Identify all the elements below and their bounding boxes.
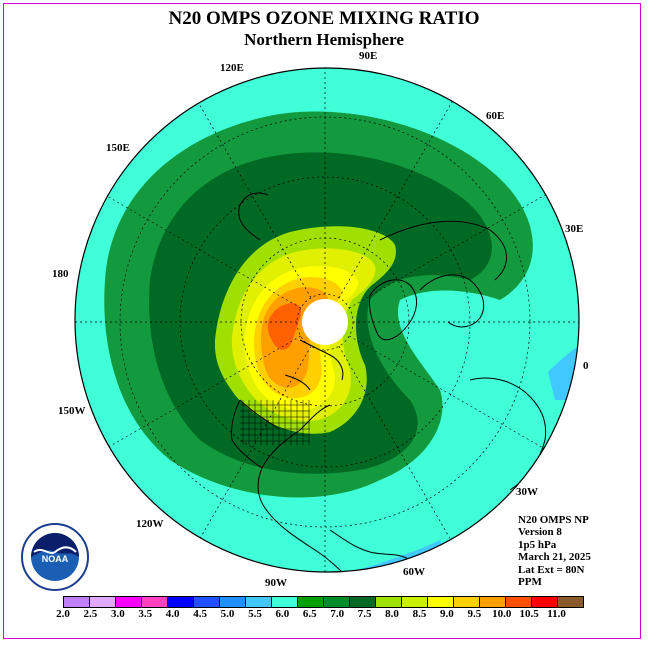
info-units: PPM (518, 576, 542, 589)
map-subtitle: Northern Hemisphere (244, 30, 404, 49)
colorbar-tick-label: 4.5 (193, 608, 207, 620)
colorbar-tick-label: 9.0 (440, 608, 454, 620)
info-product: N20 OMPS NP (518, 514, 589, 526)
colorbar-swatch (90, 597, 116, 607)
lon-label-30w: 30W (516, 486, 538, 498)
colorbar-tick-label: 2.5 (83, 608, 98, 620)
polar-data-gap (302, 299, 348, 345)
colorbar-tick-label: 5.5 (248, 608, 262, 620)
coastlines (231, 192, 547, 572)
central-america-outline (329, 529, 411, 561)
colorbar-swatch (194, 597, 220, 607)
lon-label-120w: 120W (136, 518, 164, 530)
lon-label-180: 180 (52, 268, 69, 280)
info-date: March 21, 2025 (518, 551, 591, 564)
lon-label-120e: 120E (220, 62, 244, 74)
colorbar-tick-label: 3.5 (138, 608, 153, 620)
north-america-outline (231, 399, 351, 572)
lon-label-150e: 150E (106, 142, 130, 154)
lon-label-60w: 60W (403, 566, 425, 578)
map-title: N20 OMPS OZONE MIXING RATIO (168, 8, 480, 29)
colorbar-swatch (428, 597, 454, 607)
colorbar-swatch (350, 597, 376, 607)
lon-label-90e: 90E (359, 50, 378, 62)
colorbar-tick-label: 10.5 (519, 608, 539, 620)
colorbar-swatch (220, 597, 246, 607)
meridian-line (349, 335, 551, 453)
lon-label-90w: 90W (265, 577, 287, 589)
lon-label-150w: 150W (58, 405, 86, 417)
info-version: Version 8 (518, 526, 562, 539)
colorbar-tick-label: 10.0 (492, 608, 512, 620)
meridians (75, 68, 579, 572)
colorbar-tick-label: 9.5 (467, 608, 482, 620)
meridian-line (99, 191, 301, 309)
usa-county-grid (240, 400, 310, 445)
noaa-logo: NOAA (21, 523, 89, 591)
colorbar-swatch (532, 597, 558, 607)
colorbar-tick-label: 7.0 (330, 608, 345, 620)
colorbar-tick-label: 8.5 (412, 608, 427, 620)
colorbar-tick-label: 8.0 (385, 608, 399, 620)
colorbar-swatch (142, 597, 168, 607)
colorbar-tick-label: 7.5 (357, 608, 372, 620)
colorbar-tick-label: 5.0 (220, 608, 235, 620)
info-panel: N20 OMPS NP Version 8 1p5 hPa March 21, … (518, 514, 591, 588)
lon-label-0: 0 (583, 360, 589, 372)
meridian-line (338, 96, 456, 298)
colorbar-tick-label: 11.0 (547, 608, 566, 620)
meridian-line (349, 191, 551, 309)
colorbar-swatch (168, 597, 194, 607)
colorbar-tick-label: 4.0 (165, 608, 180, 620)
meridian-line (338, 346, 456, 548)
colorbar-swatch (324, 597, 350, 607)
info-level: 1p5 hPa (518, 538, 557, 551)
greenland-outline (369, 279, 417, 341)
colorbar-swatch (64, 597, 90, 607)
colorbar-tick-label: 2.0 (56, 608, 70, 620)
colorbar-tick-label: 6.5 (302, 608, 317, 620)
plot-frame (3, 3, 641, 639)
graticule (75, 68, 579, 572)
colorbar-swatch (116, 597, 142, 607)
lon-label-60e: 60E (486, 110, 505, 122)
colorbar-tick-label: 3.0 (110, 608, 125, 620)
info-lat-extent: Lat Ext = 80N (518, 563, 585, 576)
colorbar-swatch (298, 597, 324, 607)
colorbar-swatch (376, 597, 402, 607)
asia-outline (238, 192, 507, 281)
logo-text: NOAA (42, 554, 69, 564)
colorbar-swatch (402, 597, 428, 607)
colorbar (63, 596, 584, 608)
colorbar-tick-label: 6.0 (275, 608, 290, 620)
contour-10.0 (267, 303, 302, 350)
lon-label-30e: 30E (565, 223, 584, 235)
colorbar-swatch (454, 597, 480, 607)
colorbar-swatch (506, 597, 532, 607)
colorbar-swatch (246, 597, 272, 607)
meridian-line (194, 96, 312, 298)
hemisphere-boundary (74, 67, 580, 573)
colorbar-ticks: 2.0 2.5 3.0 3.5 4.0 4.5 5.0 5.5 6.0 6.5 7.0 7.5 8.0 8… (56, 608, 584, 622)
meridian-line (99, 335, 301, 453)
europe-outline (419, 274, 485, 328)
colorbar-swatch (558, 597, 583, 607)
colorbar-swatch (480, 597, 506, 607)
meridian-line (194, 346, 312, 548)
colorbar-swatch (272, 597, 298, 607)
